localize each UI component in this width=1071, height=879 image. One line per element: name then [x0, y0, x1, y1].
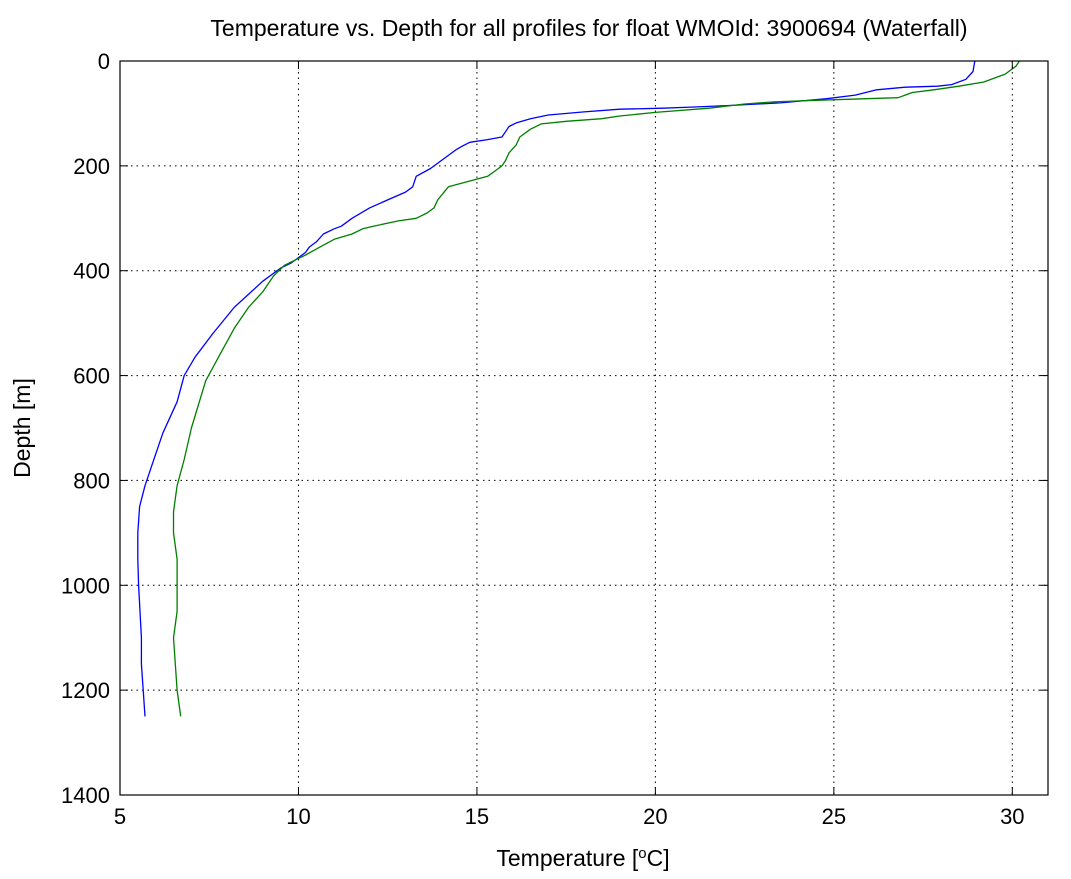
plot-area	[120, 61, 1048, 795]
y-tick-label: 1000	[61, 573, 110, 598]
series-line-2	[172, 60, 1020, 717]
y-tick-label: 400	[73, 259, 110, 284]
x-axis-label-main: Temperature [	[496, 845, 639, 871]
y-tick-label: 0	[98, 49, 110, 74]
tick-marks	[119, 60, 1048, 796]
x-tick-label: 25	[822, 804, 846, 829]
y-tick-label: 200	[73, 154, 110, 179]
chart-title: Temperature vs. Depth for all profiles f…	[210, 15, 967, 41]
x-tick-label: 15	[465, 804, 489, 829]
y-tick-label: 600	[73, 364, 110, 389]
y-tick-label: 1200	[61, 678, 110, 703]
plot-frame	[119, 60, 1049, 796]
x-axis-label-unit: C]	[647, 845, 670, 871]
x-axis-label-sup: o	[638, 845, 646, 862]
y-tick-label: 800	[73, 468, 110, 493]
y-axis-label: Depth [m]	[9, 378, 35, 478]
x-tick-label: 5	[114, 804, 126, 829]
y-tick-label: 1400	[61, 783, 110, 808]
x-tick-label: 30	[1000, 804, 1024, 829]
tick-labels: 5 10 15 20 25 30 0 200 400 600 800 1000 1200 1400	[61, 49, 1025, 829]
grid-lines	[120, 61, 1048, 795]
series-layer	[137, 60, 1020, 717]
x-tick-label: 20	[643, 804, 667, 829]
x-axis-label: Temperature [oC]	[496, 845, 669, 872]
x-tick-label: 10	[286, 804, 310, 829]
